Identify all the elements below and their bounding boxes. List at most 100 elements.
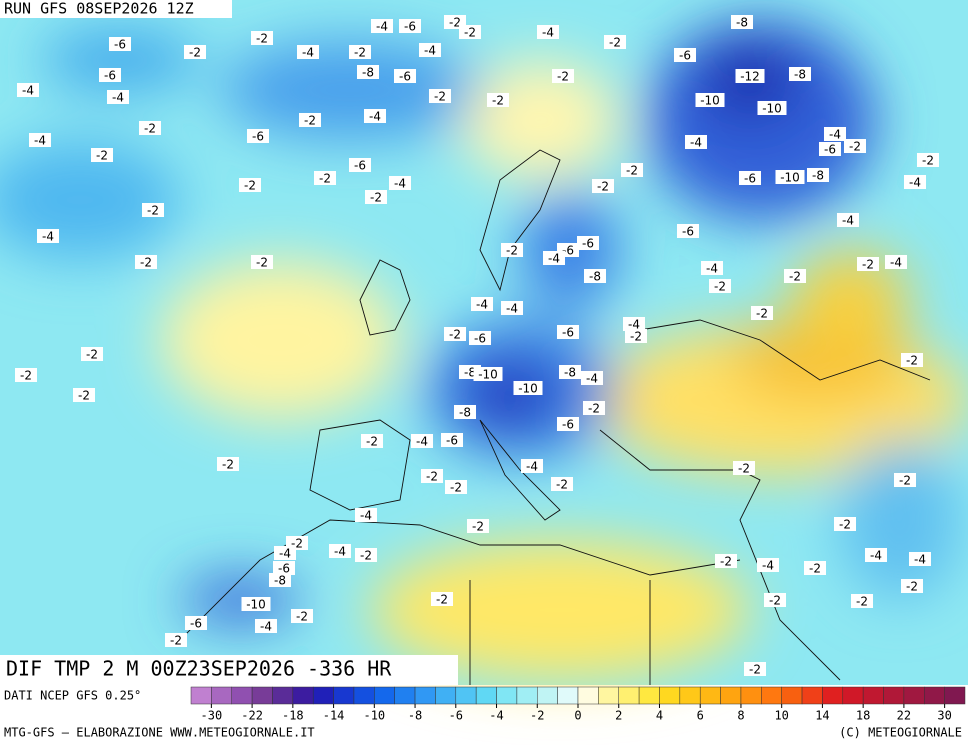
contour-label: -4 (360, 509, 372, 523)
contour-label: -6 (562, 326, 574, 340)
colorbar-label: 18 (856, 709, 870, 723)
field-blob (840, 440, 960, 600)
colorbar-label: 2 (615, 709, 622, 723)
contour-label: -4 (870, 549, 882, 563)
contour-label: -8 (274, 574, 286, 588)
footer-copyright: (C) METEOGIORNALE (839, 726, 962, 740)
contour-label-box (142, 203, 164, 217)
contour-label: -4 (842, 214, 854, 228)
colorbar-swatch (272, 686, 294, 705)
contour-label-box (314, 171, 336, 185)
contour-label: -10 (762, 102, 782, 116)
contour-label-box (901, 353, 923, 367)
contour-label-box (361, 434, 383, 448)
contour-label: -4 (526, 460, 538, 474)
contour-label: -2 (749, 663, 761, 677)
contour-label: -6 (679, 49, 691, 63)
contour-label-box (274, 546, 296, 560)
contour-label: -2 (492, 94, 504, 108)
contour-label: -6 (404, 20, 416, 34)
contour-label: -12 (740, 70, 760, 84)
field-title: DIF TMP 2 M 00Z23SEP2026 -336 HR (6, 657, 392, 681)
contour-label: -2 (839, 518, 851, 532)
colorbar-label: -30 (201, 709, 223, 723)
contour-label: -10 (780, 171, 800, 185)
run-box (0, 0, 232, 18)
contour-label-box (685, 135, 707, 149)
contour-label: -2 (626, 164, 638, 178)
contour-label: -2 (472, 520, 484, 534)
colorbar-label: 22 (897, 709, 911, 723)
colorbar-swatch (455, 686, 477, 705)
contour-label: -4 (376, 20, 388, 34)
contour-label-box (757, 101, 787, 115)
run-label: RUN GFS 08SEP2026 12Z (4, 0, 194, 18)
contour-label-box (674, 48, 696, 62)
contour-label: -2 (849, 140, 861, 154)
contour-label: -4 (909, 176, 921, 190)
contour-label-box (355, 548, 377, 562)
contour-label: -2 (588, 402, 600, 416)
contour-label-box (844, 139, 866, 153)
contour-label: -2 (140, 256, 152, 270)
contour-label-box (349, 45, 371, 59)
contour-label-box (269, 573, 291, 587)
colorbar-swatch (924, 686, 945, 705)
colorbar: -30 -22 -18 -14 -10 -8 -6 -4 -2 0 2 4 6 8 10 14 18 22 30 (190, 686, 966, 723)
colorbar-swatch (659, 686, 681, 705)
contour-label-box (851, 594, 873, 608)
contour-label-box (473, 367, 503, 381)
contour-label: -2 (434, 90, 446, 104)
colorbar-swatch (190, 686, 212, 705)
title-box (0, 655, 458, 685)
contour-label-box (91, 148, 113, 162)
contour-label: -2 (769, 594, 781, 608)
colorbar-swatch (903, 686, 925, 705)
contour-label: -2 (86, 348, 98, 362)
colorbar-label: 8 (737, 709, 744, 723)
contour-label: -2 (630, 330, 642, 344)
contour-label-box (184, 45, 206, 59)
contour-label: -2 (899, 474, 911, 488)
contour-label-box (577, 236, 599, 250)
colorbar-swatch (699, 686, 721, 705)
contour-label-box (431, 592, 453, 606)
colorbar-label: -18 (282, 709, 304, 723)
contour-label-box (99, 68, 121, 82)
contour-label: -4 (548, 252, 560, 266)
contour-label: -4 (112, 91, 124, 105)
contour-label: -6 (744, 172, 756, 186)
contour-label: -4 (890, 256, 902, 270)
colorbar-label: -8 (408, 709, 422, 723)
contour-label-box (819, 142, 841, 156)
contour-label: -2 (464, 26, 476, 40)
contour-label: -2 (609, 36, 621, 50)
contour-label: -6 (562, 244, 574, 258)
colorbar-label: 4 (656, 709, 663, 723)
contour-label-box (894, 473, 916, 487)
contour-label: -2 (354, 46, 366, 60)
contour-label-box (251, 31, 273, 45)
contour-label-box (751, 306, 773, 320)
contour-label: -2 (856, 595, 868, 609)
contour-label-box (444, 327, 466, 341)
contour-label-box (15, 368, 37, 382)
contour-label-box (857, 257, 879, 271)
contour-label-box (551, 477, 573, 491)
contour-label: -8 (794, 68, 806, 82)
colorbar-swatch (944, 686, 966, 705)
colorbar-swatch (333, 686, 355, 705)
footer-credit: MTG-GFS — ELABORAZIONE WWW.METEOGIORNALE… (4, 726, 315, 740)
contour-label: -2 (256, 256, 268, 270)
contour-label-box (592, 179, 614, 193)
contour-label-box (501, 243, 523, 257)
contour-label-box (429, 89, 451, 103)
contour-label-box (901, 579, 923, 593)
contour-label-box (394, 69, 416, 83)
colorbar-swatch (475, 686, 497, 705)
contour-label: -2 (304, 114, 316, 128)
contour-label-box (487, 93, 509, 107)
contour-label-box (909, 552, 931, 566)
colorbar-swatch (211, 686, 232, 705)
contour-label: -2 (291, 537, 303, 551)
